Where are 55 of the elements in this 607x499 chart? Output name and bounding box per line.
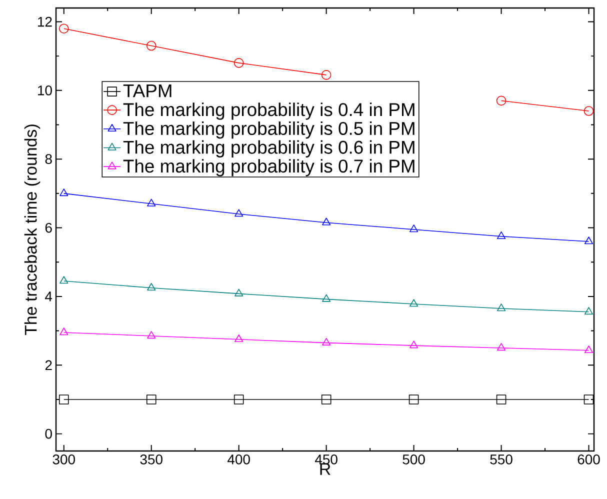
point (58, 24, 69, 34)
x-tick-label: 500 (402, 454, 425, 464)
y-tick-label: 4 (45, 292, 52, 302)
x-axis-title: R (320, 463, 330, 475)
point (584, 236, 594, 244)
x-tick-label: 450 (315, 454, 338, 464)
point (60, 276, 68, 284)
legend-label: TAPM (123, 84, 172, 98)
y-tick-label: 6 (45, 222, 52, 233)
y-tick-label: 2 (45, 360, 52, 370)
point (60, 188, 68, 196)
x-tick-label: 600 (578, 454, 600, 464)
point (584, 394, 594, 404)
legend-label: The marking probability is 0.5 in PM (123, 121, 414, 139)
point (321, 394, 332, 404)
point (496, 394, 506, 404)
legend-label: The marking probability is 0.4 in PM (123, 102, 414, 120)
point (321, 70, 332, 80)
point (234, 288, 244, 296)
point (234, 394, 244, 404)
x-tick-label: 550 (490, 454, 512, 464)
point (147, 331, 156, 339)
y-tick-label: 12 (38, 16, 52, 27)
point (322, 218, 331, 226)
point (147, 282, 156, 291)
point (234, 209, 244, 217)
y-axis-title: The traceback time (rounds) (24, 124, 40, 336)
point (147, 198, 156, 206)
point (322, 294, 331, 302)
legend-label: The marking probability is 0.6 in PM (123, 140, 414, 158)
point (496, 343, 506, 351)
point (58, 394, 69, 404)
point (584, 345, 594, 354)
point (584, 106, 594, 116)
point (410, 340, 418, 348)
x-tick-label: 300 (52, 454, 75, 464)
y-tick-label: 0 (45, 428, 52, 439)
y-tick-label: 8 (45, 154, 52, 164)
point (146, 394, 156, 404)
point (60, 328, 68, 336)
point (322, 338, 331, 346)
legend-label: The marking probability is 0.7 in PM (123, 159, 414, 176)
x-tick-label: 400 (228, 454, 250, 464)
y-tick-label: 10 (38, 85, 52, 96)
point (496, 96, 506, 106)
point (146, 40, 156, 51)
point (584, 307, 594, 315)
point (496, 304, 506, 312)
point (234, 58, 244, 68)
x-tick-label: 350 (140, 454, 162, 464)
point (410, 299, 418, 307)
point (496, 231, 506, 240)
point (408, 394, 419, 404)
point (234, 334, 244, 342)
point (410, 224, 418, 232)
